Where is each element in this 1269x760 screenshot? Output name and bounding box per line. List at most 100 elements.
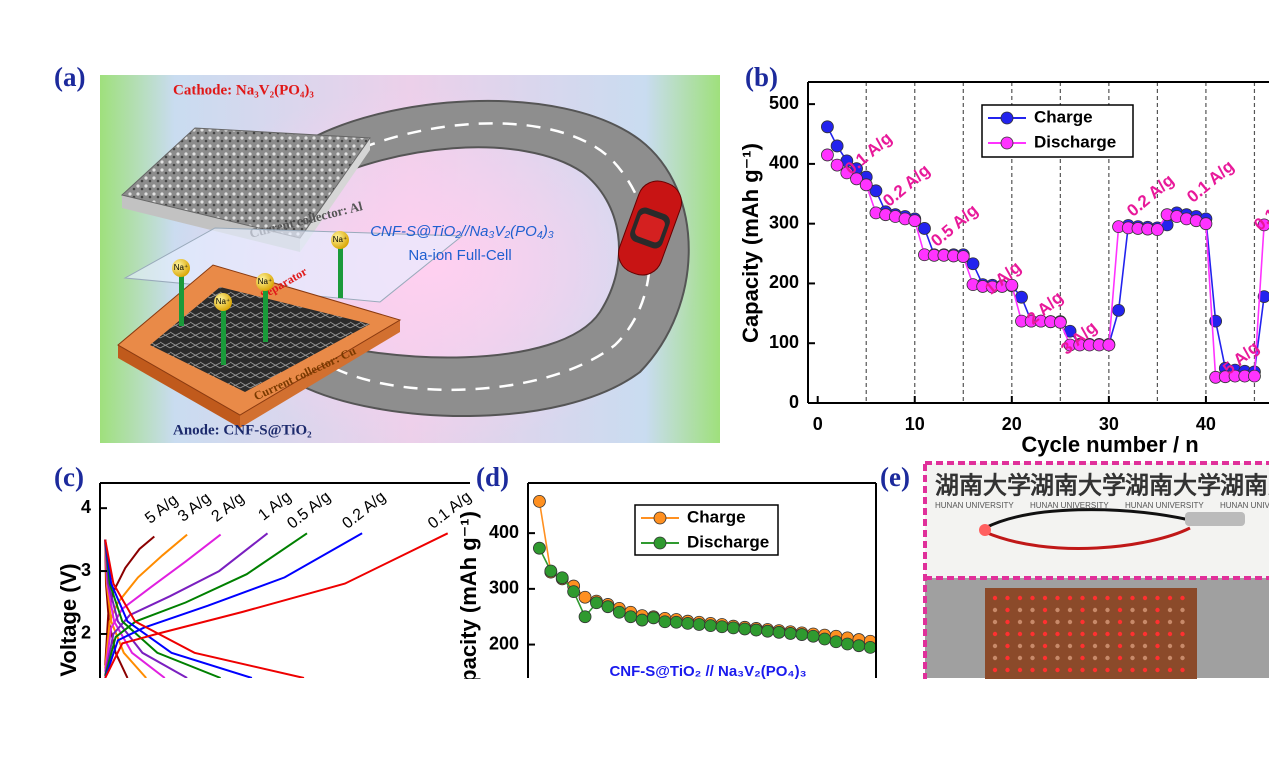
y-tick-label: 500 <box>769 93 799 113</box>
car <box>618 180 682 276</box>
discharge-line <box>104 539 305 678</box>
led <box>1080 619 1085 625</box>
ion <box>331 231 349 249</box>
x-tick-label: 40 <box>1196 414 1216 434</box>
y-tick-label: 2 <box>81 623 91 643</box>
logo-en: HUNAN UNIVERSITY <box>1220 501 1269 510</box>
led <box>1017 643 1023 649</box>
led <box>1092 631 1098 637</box>
led <box>1142 655 1148 661</box>
marker <box>830 139 844 153</box>
marker <box>578 610 592 624</box>
led <box>1180 619 1185 625</box>
led <box>1030 607 1035 613</box>
marker <box>704 619 717 633</box>
led <box>1130 619 1135 625</box>
series-line <box>104 533 222 672</box>
y-tick-label: 100 <box>769 332 799 352</box>
led <box>1005 655 1010 661</box>
led <box>1042 595 1048 601</box>
board <box>985 588 1197 683</box>
led <box>1117 643 1123 649</box>
led <box>1105 607 1110 613</box>
ion-track <box>179 276 184 326</box>
marker <box>1015 290 1028 304</box>
annotation: 0.1 A/g <box>1183 157 1237 207</box>
marker <box>830 158 844 172</box>
ion-track <box>263 290 268 342</box>
y-tick-label: 400 <box>769 153 799 173</box>
ion-track <box>221 310 226 365</box>
led <box>1130 643 1135 649</box>
led <box>1167 595 1173 601</box>
led <box>1067 619 1073 625</box>
led <box>1005 595 1010 601</box>
ions: Na⁺ Na⁺ Na⁺ Na⁺ <box>172 231 349 365</box>
marker <box>840 166 854 180</box>
marker <box>821 148 834 162</box>
led <box>1180 667 1185 673</box>
led <box>1005 619 1010 625</box>
led <box>1005 643 1010 649</box>
led <box>1117 595 1123 601</box>
marker <box>533 541 546 555</box>
marker <box>555 571 569 585</box>
led <box>1105 619 1110 625</box>
led <box>1080 595 1085 601</box>
ion <box>172 259 190 277</box>
led <box>1142 619 1148 625</box>
road <box>299 99 690 417</box>
led <box>1055 643 1060 649</box>
annotation: 0.5 A/g <box>927 201 981 251</box>
led <box>1042 619 1048 625</box>
marker <box>852 639 866 653</box>
series-line <box>104 535 155 666</box>
marker <box>1053 315 1067 329</box>
led <box>1017 607 1023 613</box>
led <box>1055 619 1060 625</box>
led <box>1180 631 1185 637</box>
annotation: 0.1 A/g <box>1250 185 1269 235</box>
marker <box>1257 290 1269 303</box>
plot-area <box>104 532 449 678</box>
led <box>1130 667 1135 673</box>
legend-label: Discharge <box>1034 132 1116 151</box>
y-tick-label: 0 <box>789 392 799 412</box>
marker <box>1150 223 1164 237</box>
ion <box>256 273 274 291</box>
series-line <box>104 532 308 677</box>
led <box>1142 595 1148 601</box>
x-axis-label: Cycle number / n <box>1021 432 1198 457</box>
marker <box>590 596 603 610</box>
led <box>1117 619 1123 625</box>
led <box>1080 655 1085 661</box>
led <box>1167 631 1173 637</box>
cathode-edge <box>300 138 370 252</box>
led <box>1017 667 1023 673</box>
label-cell: CNF-S@TiO₂//Na₃V₂(PO₄)₃ <box>370 223 554 240</box>
logo-en: HUNAN UNIVERSITY <box>1125 501 1204 510</box>
led <box>1142 607 1148 613</box>
marker <box>966 257 980 271</box>
led <box>1180 595 1185 601</box>
led <box>979 524 991 536</box>
marker <box>601 600 615 614</box>
marker <box>1248 369 1261 383</box>
logo-en: HUNAN UNIVERSITY <box>1030 501 1109 510</box>
led <box>1055 655 1060 661</box>
series-line <box>104 532 363 678</box>
y-tick-label: 4 <box>81 497 91 517</box>
car-roof <box>635 213 665 243</box>
plot-area <box>821 82 1269 403</box>
led <box>1005 607 1010 613</box>
series-line <box>826 126 1265 373</box>
led <box>1105 631 1110 637</box>
legend-marker <box>653 511 667 525</box>
led <box>1117 655 1123 661</box>
led <box>1042 607 1048 613</box>
marker <box>908 214 922 228</box>
annotation: 0.2 A/g <box>879 161 933 211</box>
chart: 200 300 400 Capacity (mAh g⁻¹) Charge Dischar… <box>456 482 877 711</box>
led <box>1017 619 1023 625</box>
